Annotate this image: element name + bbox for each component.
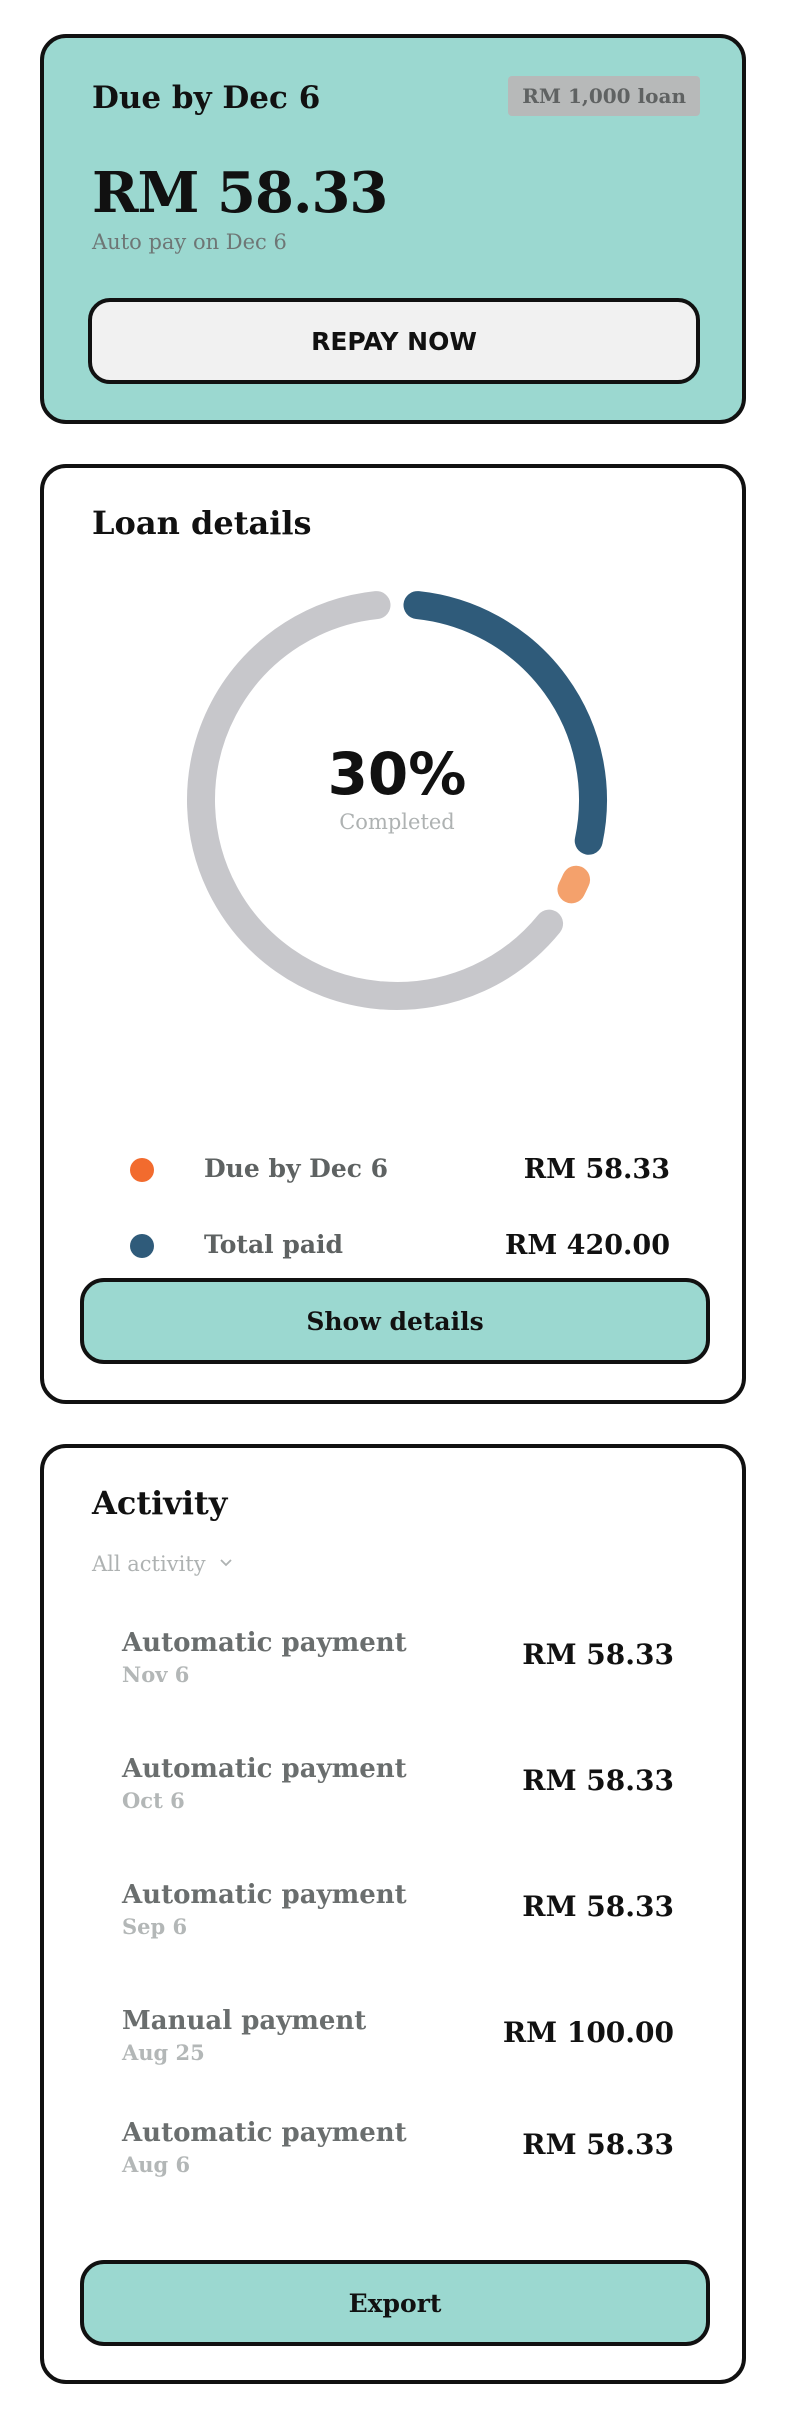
- activity-item-title: Automatic payment: [122, 2118, 407, 2148]
- activity-item-amount: RM 58.33: [522, 1890, 674, 1923]
- loan-details-card: Loan details 30% Completed Due by Dec 6 …: [40, 464, 746, 1404]
- activity-list-item[interactable]: Automatic payment Nov 6 RM 58.33: [44, 1628, 750, 1698]
- donut-segment-remaining: [187, 591, 564, 1010]
- activity-item-amount: RM 58.33: [522, 1764, 674, 1797]
- activity-list-item[interactable]: Manual payment Aug 25 RM 100.00: [44, 2006, 750, 2076]
- activity-card: Activity All activity Automatic payment …: [40, 1444, 746, 2384]
- activity-item-date: Aug 6: [122, 2152, 191, 2177]
- activity-filter-dropdown[interactable]: All activity: [92, 1552, 232, 1576]
- activity-item-date: Aug 25: [122, 2040, 205, 2065]
- legend-label: Total paid: [204, 1230, 344, 1259]
- activity-item-date: Nov 6: [122, 1662, 190, 1687]
- due-card: Due by Dec 6 RM 1,000 loan RM 58.33 Auto…: [40, 34, 746, 424]
- donut-segment-paid: [403, 591, 607, 855]
- donut-segment-due: [557, 865, 591, 904]
- activity-item-title: Automatic payment: [122, 1754, 407, 1784]
- loan-details-title: Loan details: [92, 504, 312, 542]
- progress-donut-chart: [187, 591, 607, 1010]
- chevron-down-icon: [219, 1559, 232, 1567]
- legend-dot-paid: [130, 1234, 154, 1258]
- legend-item-due: Due by Dec 6 RM 58.33: [44, 1150, 750, 1190]
- legend-label: Due by Dec 6: [204, 1154, 389, 1183]
- activity-list-item[interactable]: Automatic payment Sep 6 RM 58.33: [44, 1880, 750, 1950]
- due-title: Due by Dec 6: [92, 80, 321, 116]
- activity-item-title: Automatic payment: [122, 1880, 407, 1910]
- progress-donut: 30% Completed: [177, 580, 617, 1020]
- autopay-note: Auto pay on Dec 6: [92, 230, 287, 254]
- due-amount: RM 58.33: [92, 160, 388, 226]
- activity-item-title: Manual payment: [122, 2006, 367, 2036]
- activity-item-title: Automatic payment: [122, 1628, 407, 1658]
- activity-item-amount: RM 100.00: [502, 2016, 674, 2049]
- show-details-button[interactable]: Show details: [80, 1278, 710, 1364]
- activity-item-date: Oct 6: [122, 1788, 185, 1813]
- activity-filter-label: All activity: [92, 1552, 206, 1576]
- activity-title: Activity: [92, 1484, 228, 1522]
- legend-value: RM 420.00: [504, 1230, 670, 1261]
- repay-now-button[interactable]: REPAY NOW: [88, 298, 700, 384]
- activity-list-item[interactable]: Automatic payment Aug 6 RM 58.33: [44, 2118, 750, 2188]
- legend-value: RM 58.33: [523, 1154, 670, 1185]
- activity-list-item[interactable]: Automatic payment Oct 6 RM 58.33: [44, 1754, 750, 1824]
- loan-amount-badge: RM 1,000 loan: [508, 76, 700, 116]
- export-button[interactable]: Export: [80, 2260, 710, 2346]
- legend-dot-due: [130, 1158, 154, 1182]
- legend-item-paid: Total paid RM 420.00: [44, 1226, 750, 1266]
- activity-item-amount: RM 58.33: [522, 2128, 674, 2161]
- activity-item-amount: RM 58.33: [522, 1638, 674, 1671]
- activity-item-date: Sep 6: [122, 1914, 188, 1939]
